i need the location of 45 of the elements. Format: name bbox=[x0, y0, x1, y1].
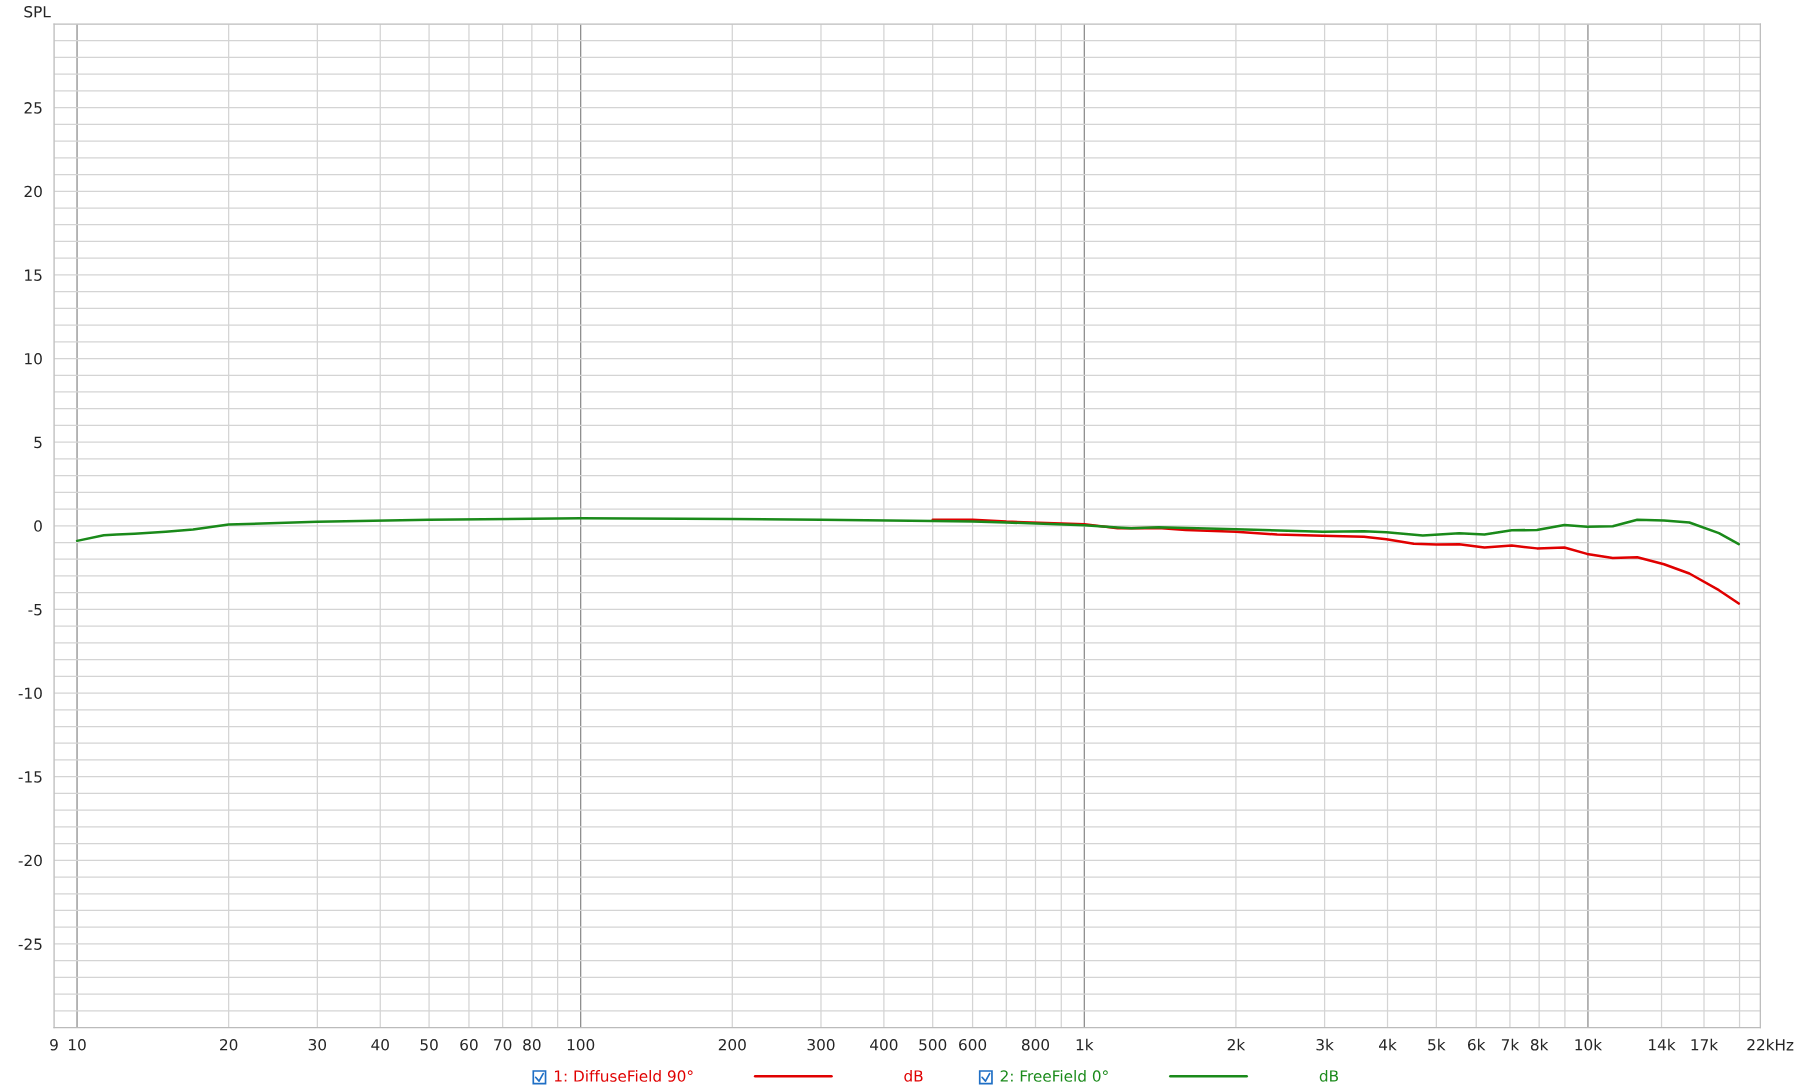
y-tick-label: 0 bbox=[34, 520, 42, 532]
x-tick-label: 22k bbox=[1747, 1038, 1775, 1051]
text: 1: DiffuseField 90° bbox=[554, 1070, 693, 1082]
y-tick-label: 20 bbox=[24, 185, 42, 198]
x-tick-label: 14k bbox=[1649, 1038, 1676, 1051]
y-tick-label: 25 bbox=[24, 102, 42, 114]
x-tick-label: 1k bbox=[1076, 1038, 1094, 1051]
x-tick-label: 30 bbox=[308, 1038, 327, 1051]
text: dB bbox=[904, 1069, 923, 1082]
x-axis-title: Hz bbox=[1775, 1039, 1794, 1051]
y-tick-label: -15 bbox=[18, 771, 42, 783]
x-tick-label: 5k bbox=[1428, 1038, 1446, 1051]
x-tick-label: 9 bbox=[50, 1038, 58, 1051]
y-tick-label: -20 bbox=[18, 854, 42, 867]
x-tick-label: 7k bbox=[1501, 1038, 1520, 1051]
y-axis-title: SPL bbox=[24, 5, 51, 18]
x-tick-label: 100 bbox=[567, 1038, 595, 1051]
x-tick-label: 10k bbox=[1575, 1038, 1603, 1051]
x-tick-label: 8k bbox=[1530, 1038, 1549, 1051]
y-tick-label: 5 bbox=[34, 436, 42, 449]
text: dB bbox=[1319, 1069, 1338, 1082]
y-tick-label: -10 bbox=[18, 687, 42, 700]
x-tick-label: 17k bbox=[1691, 1038, 1719, 1051]
x-tick-label: 800 bbox=[1021, 1038, 1050, 1051]
x-tick-label: 400 bbox=[870, 1038, 898, 1051]
x-tick-label: 200 bbox=[718, 1038, 746, 1051]
y-tick-label: -5 bbox=[28, 604, 42, 616]
x-tick-label: 60 bbox=[460, 1038, 478, 1051]
text: 2: FreeField 0° bbox=[1000, 1070, 1108, 1082]
x-tick-label: 6k bbox=[1468, 1038, 1486, 1051]
x-tick-label: 50 bbox=[420, 1038, 438, 1051]
x-tick-label: 70 bbox=[494, 1038, 512, 1051]
x-tick-label: 80 bbox=[523, 1038, 541, 1051]
x-tick-label: 4k bbox=[1378, 1038, 1397, 1051]
x-tick-label: 2k bbox=[1227, 1038, 1246, 1051]
y-tick-label: 15 bbox=[25, 269, 42, 281]
x-tick-label: 20 bbox=[220, 1038, 238, 1051]
x-tick-label: 10 bbox=[69, 1038, 86, 1051]
x-tick-label: 500 bbox=[919, 1038, 947, 1051]
y-tick-label: 10 bbox=[25, 353, 42, 365]
x-tick-label: 600 bbox=[959, 1038, 987, 1051]
x-tick-label: 300 bbox=[807, 1038, 835, 1051]
x-tick-label: 3k bbox=[1316, 1038, 1334, 1051]
x-tick-label: 40 bbox=[371, 1038, 389, 1051]
y-tick-label: -25 bbox=[18, 938, 42, 950]
